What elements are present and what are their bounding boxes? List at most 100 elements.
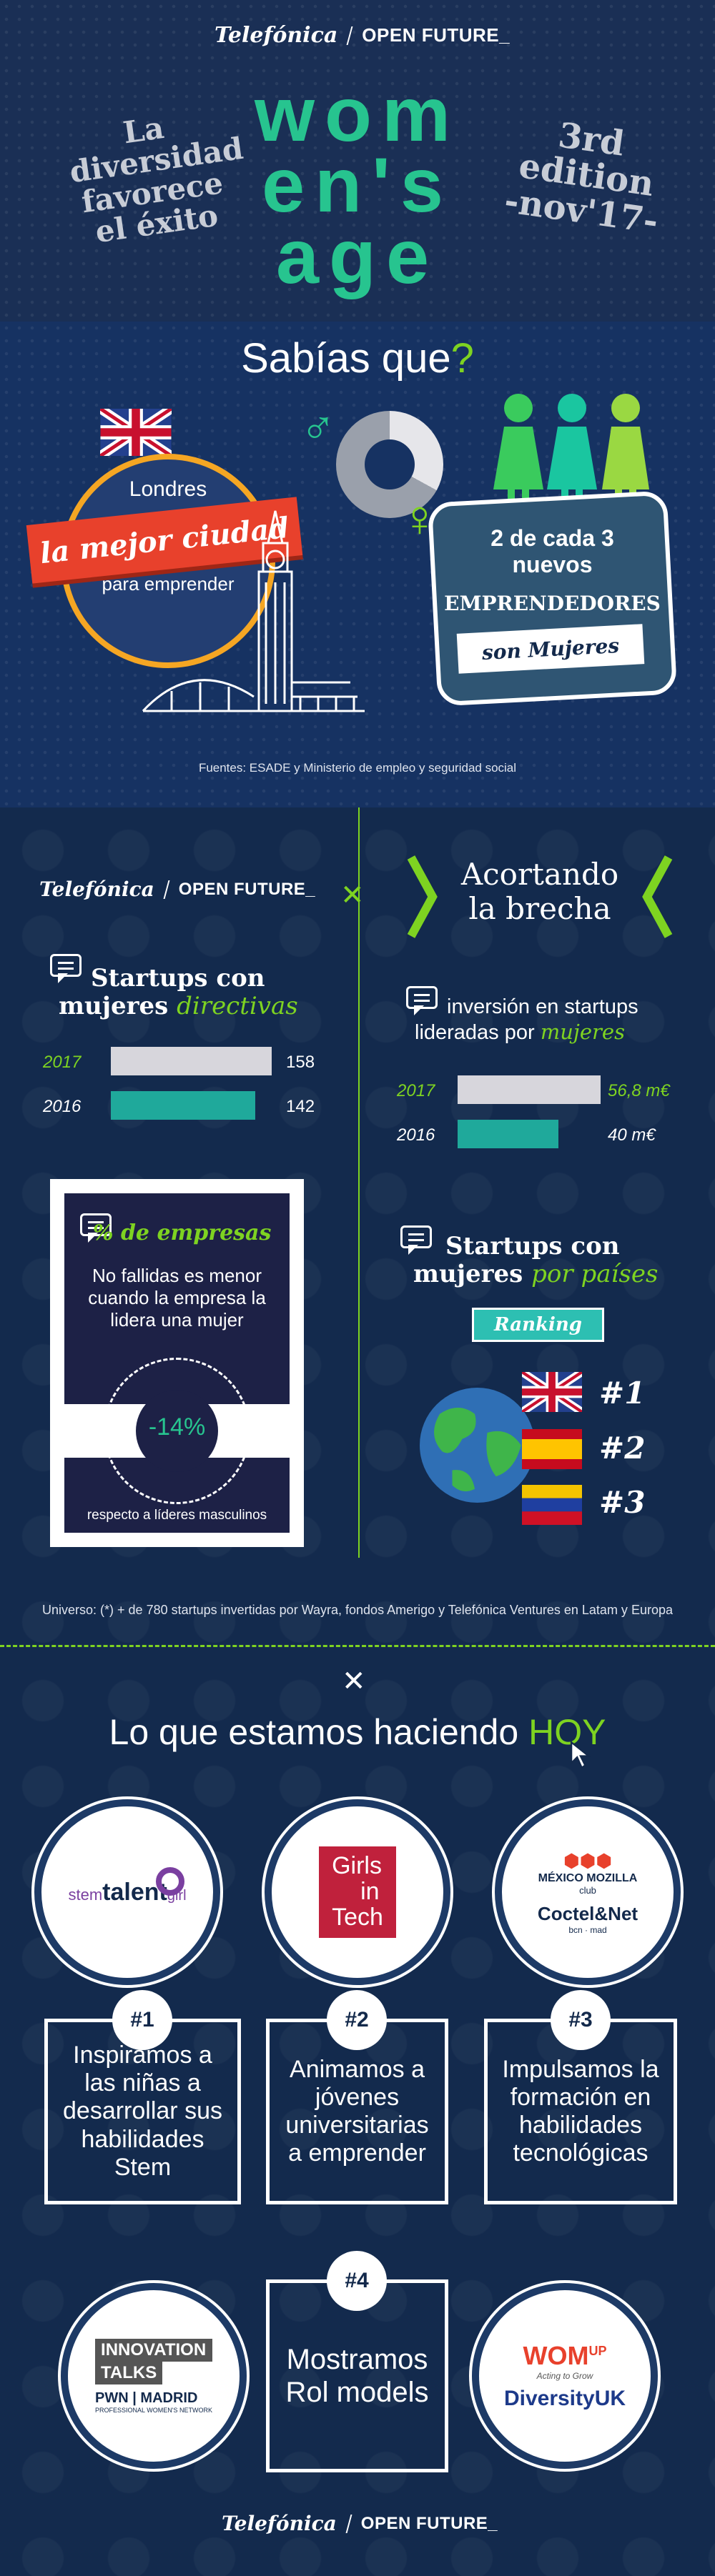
- sign-line-1: 2 de cada 3: [490, 525, 614, 551]
- inv-bar-2016: [458, 1120, 558, 1148]
- ranking-label: Ranking: [494, 1314, 582, 1336]
- logo4-talks: TALKS: [95, 2361, 163, 2384]
- startups-chart: 2017 158 2016 142: [43, 1047, 329, 1125]
- empresas-title: % de empresas: [93, 1220, 272, 1245]
- action-num-1: #1: [112, 1990, 172, 2050]
- sabias-section: Sabías que? Londres la mejor ciudad para…: [0, 322, 715, 807]
- london-bottom-text: para emprender: [102, 573, 235, 595]
- paises-title: Startups con mujeres por países: [413, 1232, 659, 1289]
- action-num-3: #3: [551, 1990, 611, 2050]
- sabias-title: Sabías que?: [0, 334, 715, 382]
- main-title-line: wom: [254, 71, 460, 157]
- startups-value-2016: 142: [286, 1097, 315, 1116]
- action-text-1: Inspiramos a las niñas a desarrollar sus…: [63, 2042, 222, 2181]
- open-future-logo: OPEN FUTURE_: [178, 879, 316, 899]
- logo3-coctel: Coctel: [537, 1902, 595, 1924]
- mozilla-coctelnet-logo: ⬢⬢⬢ MÉXICO MOZILLA club Coctel&Net bcn ·…: [495, 1799, 681, 1985]
- right-tagline: 3rd edition -nov'17-: [487, 109, 686, 242]
- chat-icon: [80, 1213, 112, 1243]
- brecha-title: Acortando la brecha: [443, 857, 636, 927]
- chat-icon: [400, 1225, 432, 1255]
- logo5-up: UP: [588, 2344, 607, 2358]
- startups-bar-2016: [111, 1091, 256, 1120]
- startups-year-2017: 2017: [43, 1053, 82, 1072]
- startups-value-2017: 158: [286, 1053, 315, 1072]
- gender-donut: [336, 411, 443, 518]
- uk-flag-icon: [522, 1372, 582, 1412]
- hoy-title: Lo que estamos haciendo HOY: [0, 1711, 715, 1753]
- action-box-1: Inspiramos a las niñas a desarrollar sus…: [44, 2019, 241, 2204]
- divider-cross-icon: ✕: [340, 880, 365, 911]
- empresas-inner-circle: [136, 1390, 218, 1472]
- empresas-text: No fallidas es menor cuando la empresa l…: [88, 1265, 266, 1331]
- stats-divider: [358, 807, 360, 1558]
- brecha-title-line2: la brecha: [468, 891, 611, 927]
- inv-bar-2017: [458, 1075, 601, 1104]
- startups-title: Startups con mujeres directivas: [59, 964, 298, 1021]
- inv-value-2017: 56,8 m€: [608, 1081, 670, 1100]
- telefonica-logo: Telefónica: [39, 877, 154, 901]
- sabias-source: Fuentes: ESADE y Ministerio de empleo y …: [198, 761, 517, 775]
- header-brand: Telefónica OPEN FUTURE_: [214, 23, 510, 48]
- globe-icon: [420, 1388, 535, 1503]
- male-symbol-icon: ♂: [300, 401, 336, 454]
- empresas-card: % de empresas No fallidas es menor cuand…: [50, 1179, 304, 1547]
- inv-title: inversión en startups lideradas por muje…: [415, 995, 638, 1045]
- women-icons: [493, 394, 649, 504]
- ranking-ribbon: Ranking: [472, 1308, 604, 1342]
- inv-year-2017: 2017: [397, 1081, 435, 1100]
- logo5-acting: Acting to Grow: [536, 2371, 593, 2381]
- universe-note: Universo: (*) + de 780 startups invertid…: [42, 1603, 673, 1617]
- uk-flag-icon: [100, 409, 172, 456]
- open-future-logo: OPEN FUTURE_: [362, 24, 511, 46]
- paises-title-line2: mujeres: [413, 1260, 523, 1289]
- startups-title-line2: mujeres: [59, 992, 169, 1021]
- paises-title-line1: Startups con: [445, 1232, 620, 1260]
- spain-flag-icon: [522, 1429, 582, 1469]
- startups-title-line1: Startups con: [91, 964, 265, 993]
- sign-line-2: nuevos: [512, 552, 593, 577]
- action-num-4: #4: [327, 2251, 387, 2311]
- brand-separator: [163, 880, 170, 899]
- cursor-icon: [570, 1740, 591, 1769]
- chevron-right-icon: [642, 855, 673, 938]
- logo1-stem: stem: [68, 1885, 103, 1904]
- action-box-2: Animamos a jóvenes universitarias a empr…: [266, 2019, 448, 2204]
- action-num-2: #2: [327, 1990, 387, 2050]
- chat-icon: [50, 954, 82, 983]
- logo4-network: PROFESSIONAL WOMEN'S NETWORK: [95, 2406, 212, 2414]
- logo2-line: Girls: [332, 1852, 382, 1880]
- hoy-section: ✕ Lo que estamos haciendo HOY stemtalent…: [0, 1658, 715, 2576]
- girlsintech-logo: Girls in Tech: [265, 1799, 450, 1985]
- sabias-title-text: Sabías que: [241, 335, 451, 382]
- big-ben-icon: [142, 510, 365, 712]
- empresas-note: respecto a líderes masculinos: [87, 1508, 267, 1523]
- logo4-innovation: INNOVATION: [95, 2338, 212, 2362]
- stats-section: ✕ Telefónica OPEN FUTURE_ Startups con m…: [0, 807, 715, 1658]
- logo1-ring: [156, 1867, 184, 1896]
- stemtalentgirl-logo: stemtalentgirl: [34, 1799, 220, 1985]
- brand-separator: [345, 2514, 352, 2533]
- london-top-text: Londres: [129, 477, 207, 501]
- chat-icon: [406, 986, 438, 1015]
- logo2-line: in: [360, 1878, 380, 1906]
- telefonica-logo: Telefónica: [222, 2512, 337, 2535]
- paises-title-line3: por países: [531, 1260, 659, 1289]
- womup-diversity-logo: WOMUP Acting to Grow DiversityUK: [472, 2283, 658, 2469]
- chevron-left-icon: [407, 855, 438, 938]
- sign-line-3: EMPRENDEDORES: [444, 592, 661, 615]
- brecha-title-line1: Acortando: [460, 857, 619, 892]
- network-icon: ⬢⬢⬢: [563, 1849, 613, 1871]
- inv-value-2016: 40 m€: [608, 1125, 656, 1145]
- inv-title-line3: mujeres: [540, 1019, 625, 1044]
- stats-brand: Telefónica OPEN FUTURE_: [39, 877, 315, 901]
- sabias-title-mark: ?: [450, 335, 474, 382]
- action-text-2: Animamos a jóvenes universitarias a empr…: [285, 2055, 429, 2167]
- action-text-4: Mostramos Rol models: [285, 2344, 429, 2408]
- logo3-club: club: [579, 1884, 596, 1896]
- inv-chart: 2017 56,8 m€ 2016 40 m€: [397, 1075, 697, 1154]
- logo5-wom: WOM: [523, 2341, 589, 2370]
- innovation-talks-logo: INNOVATION TALKS PWN | MADRID PROFESSION…: [61, 2283, 247, 2469]
- venezuela-flag-icon: [522, 1485, 582, 1525]
- dashed-separator: [0, 1645, 715, 1647]
